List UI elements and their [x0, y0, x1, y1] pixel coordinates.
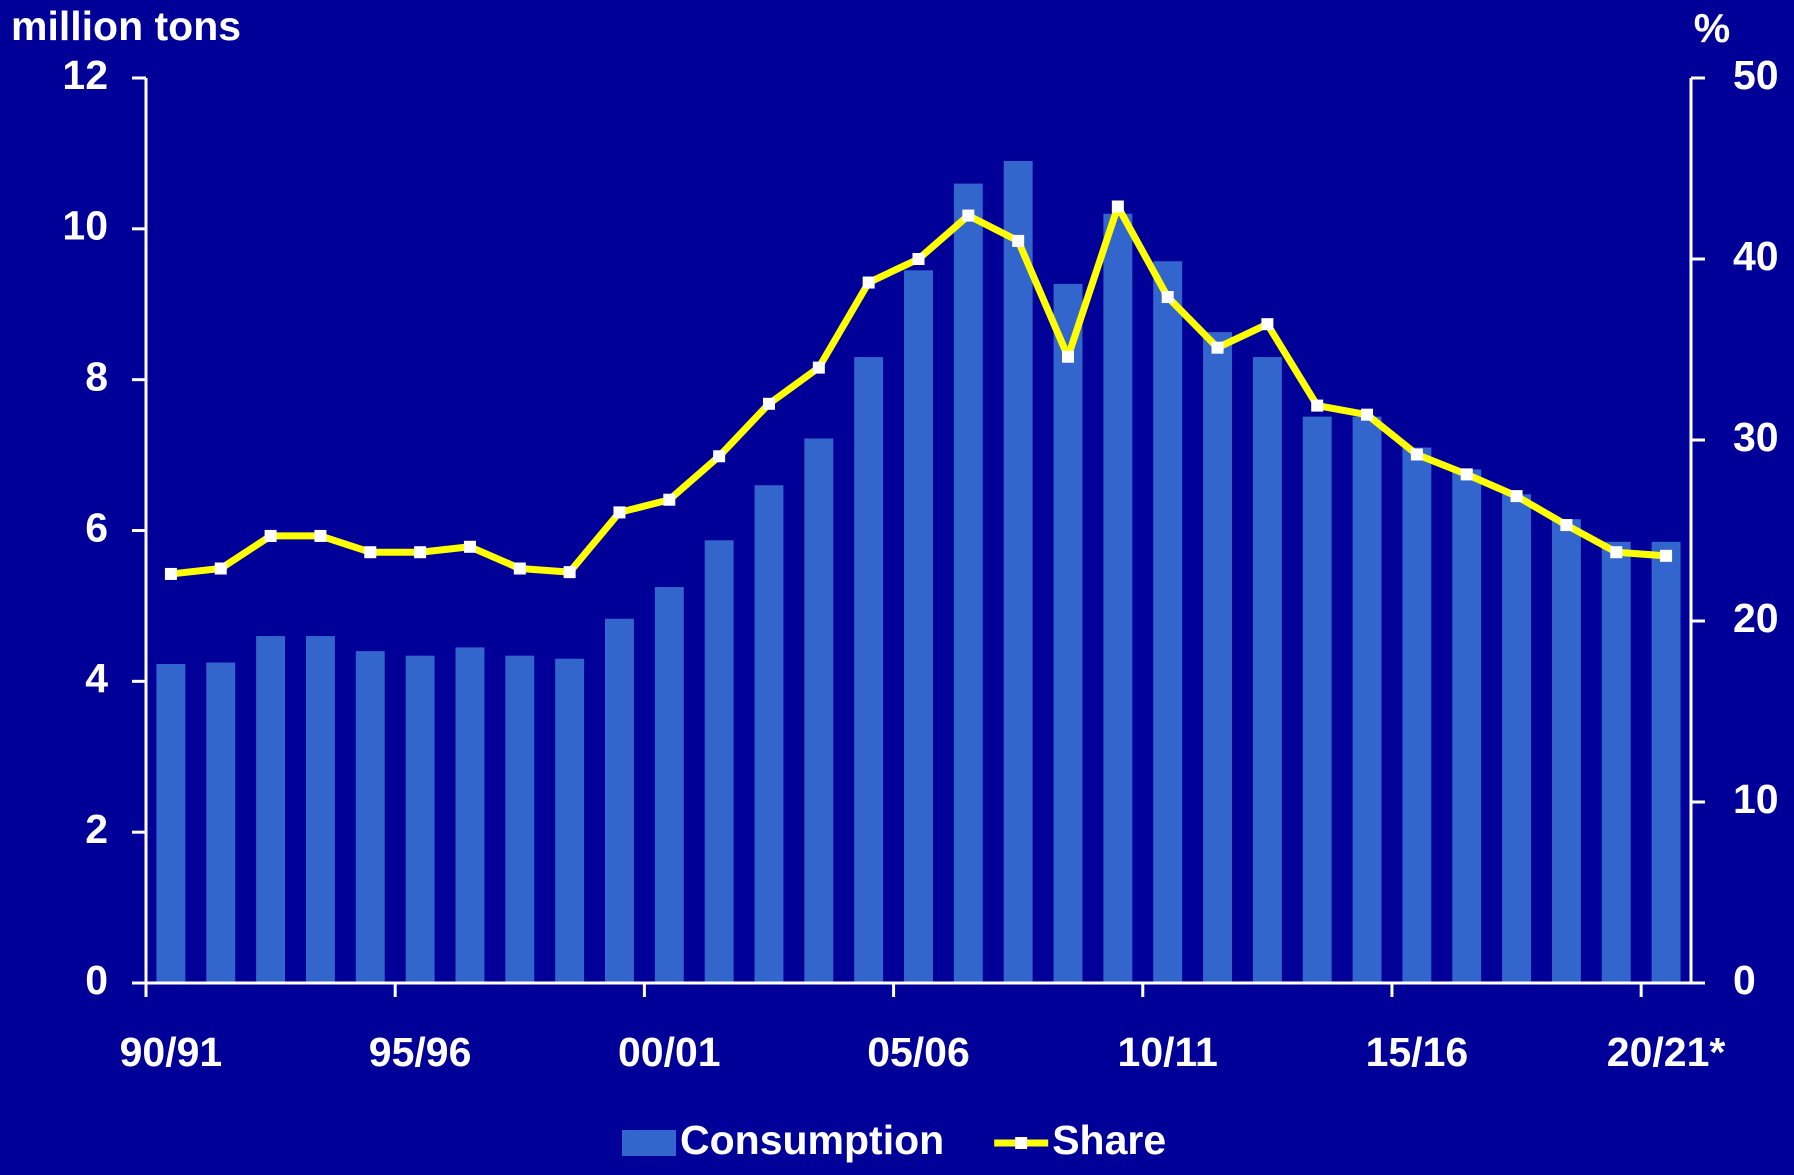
bar	[305, 636, 335, 983]
bar	[505, 655, 535, 983]
bar	[904, 270, 933, 983]
y-axis-label: million tons	[11, 3, 241, 49]
y2-tick-label: 20	[1733, 595, 1779, 641]
legend-marker	[1015, 1137, 1028, 1149]
marker	[1062, 350, 1075, 363]
bar	[704, 540, 734, 983]
y2-axis-label: %	[1694, 5, 1730, 51]
bar	[953, 183, 983, 984]
bar	[754, 485, 784, 983]
bar	[854, 357, 884, 984]
bar	[654, 587, 684, 983]
y2-tick-label: 40	[1733, 233, 1779, 279]
bar	[1651, 541, 1681, 983]
bar	[206, 662, 236, 983]
bar	[1352, 416, 1382, 983]
y-tick-label: 8	[85, 353, 108, 399]
marker	[1261, 318, 1274, 331]
marker	[862, 276, 875, 289]
bar	[1402, 447, 1432, 984]
x-tick-label: 90/91	[120, 1029, 223, 1075]
y2-tick-label: 50	[1733, 52, 1779, 98]
bar	[605, 618, 634, 983]
marker	[912, 253, 925, 265]
bar	[1252, 357, 1282, 984]
marker	[762, 397, 775, 410]
marker	[812, 361, 825, 374]
x-tick-label: 95/96	[369, 1029, 472, 1075]
bar	[355, 651, 385, 983]
marker	[463, 540, 476, 553]
y-tick-label: 0	[85, 957, 108, 1003]
marker	[1510, 490, 1523, 503]
marker	[613, 506, 626, 519]
x-tick-label: 15/16	[1366, 1029, 1469, 1075]
bar	[1601, 541, 1631, 983]
y-tick-label: 10	[62, 203, 108, 249]
marker	[1610, 546, 1623, 559]
bar	[1203, 332, 1232, 983]
marker	[1410, 448, 1423, 461]
marker	[663, 493, 676, 506]
marker	[1460, 468, 1473, 481]
legend-swatch	[622, 1130, 676, 1156]
marker	[962, 209, 975, 222]
marker	[713, 450, 726, 463]
bar	[256, 636, 286, 983]
y-tick-label: 12	[62, 52, 108, 98]
bar	[156, 663, 186, 983]
marker	[364, 546, 377, 559]
marker	[314, 529, 327, 542]
bar	[555, 658, 585, 983]
marker	[1161, 291, 1174, 304]
bar	[804, 438, 834, 983]
legend-label: Consumption	[680, 1117, 944, 1163]
y-tick-label: 6	[85, 504, 108, 550]
marker	[1560, 519, 1573, 532]
marker	[1012, 234, 1025, 247]
bar	[1153, 261, 1183, 983]
bar	[1502, 494, 1532, 983]
y2-tick-label: 10	[1733, 776, 1779, 822]
marker	[1111, 200, 1124, 213]
bar	[1103, 213, 1133, 983]
marker	[214, 562, 227, 575]
marker	[1311, 399, 1324, 412]
bar	[1053, 283, 1083, 983]
bar	[1452, 469, 1482, 984]
legend-label: Share	[1052, 1117, 1166, 1163]
marker	[164, 567, 177, 580]
marker	[563, 566, 576, 579]
bar	[405, 655, 435, 983]
marker	[264, 529, 277, 542]
x-tick-label: 00/01	[618, 1029, 721, 1075]
x-tick-label: 10/11	[1118, 1029, 1218, 1075]
bar	[1302, 416, 1332, 983]
bar	[455, 647, 485, 983]
x-tick-label: 20/21*	[1607, 1029, 1726, 1075]
y2-tick-label: 30	[1733, 414, 1779, 460]
marker	[1361, 408, 1374, 421]
marker	[513, 562, 526, 575]
y-tick-label: 2	[85, 806, 108, 852]
x-tick-label: 05/06	[867, 1029, 970, 1075]
marker	[1660, 549, 1673, 562]
bar	[1003, 160, 1033, 984]
y2-tick-label: 0	[1733, 957, 1756, 1003]
marker	[414, 546, 427, 559]
marker	[1211, 341, 1224, 354]
bar	[1551, 519, 1581, 983]
y-tick-label: 4	[85, 655, 108, 701]
